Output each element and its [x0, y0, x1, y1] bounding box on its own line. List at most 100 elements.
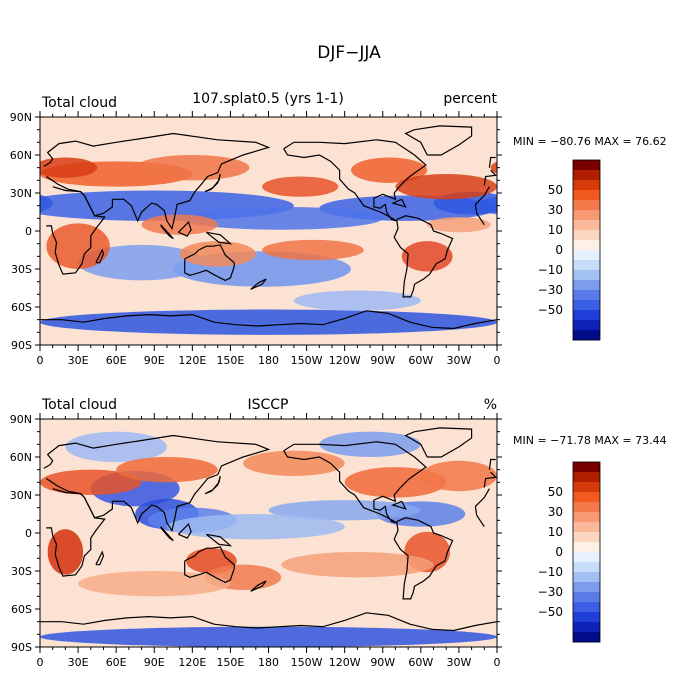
colorbar-swatch	[573, 200, 600, 211]
coastline	[250, 278, 267, 290]
coastline	[393, 215, 454, 298]
lon-tick-label: 120E	[178, 354, 206, 367]
lon-tick-label: 90W	[370, 354, 395, 367]
colorbar-swatch	[573, 320, 600, 331]
field-anomaly-region	[47, 529, 84, 575]
colorbar-tick-label: 10	[548, 223, 563, 237]
coastline	[160, 526, 174, 542]
field-anomaly-region	[0, 461, 40, 491]
min-max-stats: MIN = −80.76 MAX = 76.62	[513, 135, 667, 148]
field-anomaly-region	[427, 217, 491, 233]
colorbar-swatch	[573, 170, 600, 181]
colorbar-swatch	[573, 502, 600, 513]
lat-tick-label: 0	[25, 527, 32, 540]
lon-tick-label: 60W	[408, 354, 433, 367]
colorbar-tick-label: −50	[538, 605, 563, 619]
colorbar-tick-label: 30	[548, 505, 563, 519]
coastline	[204, 475, 221, 495]
colorbar-tick-label: 0	[555, 243, 563, 257]
lat-tick-label: 60N	[10, 149, 32, 162]
colorbar-swatch	[573, 572, 600, 583]
field-anomaly-region	[293, 290, 421, 311]
field-anomaly-region	[141, 214, 218, 235]
lon-tick-label: 0	[37, 656, 44, 669]
panel-units-label: percent	[443, 91, 497, 107]
coastline	[391, 198, 407, 208]
field-anomaly-region	[40, 157, 98, 178]
field-anomaly-region	[395, 174, 497, 200]
colorbar-swatch	[573, 542, 600, 553]
lat-tick-label: 90N	[10, 413, 32, 426]
lon-tick-label: 30W	[446, 656, 471, 669]
field-anomaly-region	[262, 239, 364, 261]
colorbar-swatch	[573, 180, 600, 191]
lon-tick-label: 150E	[216, 656, 244, 669]
lat-tick-label: 90S	[11, 641, 32, 654]
field-anomaly-region	[40, 194, 53, 212]
coastline	[483, 169, 497, 186]
coastline	[488, 156, 496, 168]
colorbar-swatch	[573, 290, 600, 301]
colorbar-swatch	[573, 632, 600, 643]
coastline	[205, 231, 233, 245]
min-max-stats: MIN = −71.78 MAX = 73.44	[513, 434, 667, 447]
lon-tick-label: 60E	[106, 354, 127, 367]
map-panel-bottom: Total cloud ISCCP % 90N 60N 30N 0 30S 60S 90S 0…	[0, 397, 667, 669]
lon-tick-label: 180	[258, 354, 279, 367]
field-anomaly-region	[46, 223, 110, 269]
field-anomaly-region	[319, 431, 421, 458]
colorbar-tick-label: −30	[538, 283, 563, 297]
lon-tick-label: 180	[258, 656, 279, 669]
colorbar-swatch	[573, 300, 600, 311]
field-anomaly-region	[78, 571, 231, 597]
field-anomaly-region	[40, 309, 497, 335]
colorbar-swatch	[573, 462, 600, 473]
lat-tick-label: 60S	[11, 301, 32, 314]
colorbar-swatch	[573, 230, 600, 241]
coastline	[204, 173, 221, 193]
colorbar-swatch	[573, 622, 600, 633]
lon-tick-label: 0	[494, 656, 501, 669]
colorbar-swatch	[573, 472, 600, 483]
colorbar-swatch	[573, 592, 600, 603]
colorbar-swatch	[573, 562, 600, 573]
lat-tick-label: 0	[25, 225, 32, 238]
field-anomaly-region	[262, 176, 339, 197]
lon-tick-label: 120E	[178, 656, 206, 669]
lon-tick-label: 90W	[370, 656, 395, 669]
field-anomaly-region	[116, 457, 218, 483]
colorbar: 50 30 10 0 −10 −30 −50	[538, 159, 601, 341]
lon-tick-label: 30W	[446, 354, 471, 367]
lon-tick-label: 90E	[144, 354, 165, 367]
colorbar-tick-label: −50	[538, 303, 563, 317]
panel-dataset-label: ISCCP	[247, 397, 288, 413]
lat-tick-label: 60S	[11, 603, 32, 616]
lat-tick-label: 30N	[10, 489, 32, 502]
lon-tick-label: 60W	[408, 656, 433, 669]
field-anomaly-region	[351, 157, 428, 183]
lat-tick-label: 30N	[10, 187, 32, 200]
colorbar-swatch	[573, 270, 600, 281]
field-anomaly-region	[166, 514, 345, 540]
coastline	[474, 186, 490, 205]
colorbar-swatch	[573, 220, 600, 231]
lon-tick-label: 0	[37, 354, 44, 367]
field-anomaly-region	[179, 206, 383, 230]
colorbar-tick-label: −10	[538, 263, 563, 277]
coastline	[184, 244, 235, 282]
coastline	[205, 533, 233, 547]
coastline	[474, 506, 485, 528]
coastline	[46, 488, 106, 577]
field-anomaly-region	[420, 460, 497, 492]
colorbar-tick-label: −30	[538, 585, 563, 599]
lon-tick-label: 120W	[329, 354, 361, 367]
colorbar-tick-label: 50	[548, 485, 563, 499]
field-anomaly-region	[40, 469, 142, 496]
colorbar-swatch	[573, 612, 600, 623]
lon-tick-label: 60E	[106, 656, 127, 669]
coastline	[283, 441, 427, 524]
lon-tick-label: 150W	[291, 656, 323, 669]
field-anomaly-region	[344, 467, 447, 498]
coastline	[404, 427, 473, 458]
